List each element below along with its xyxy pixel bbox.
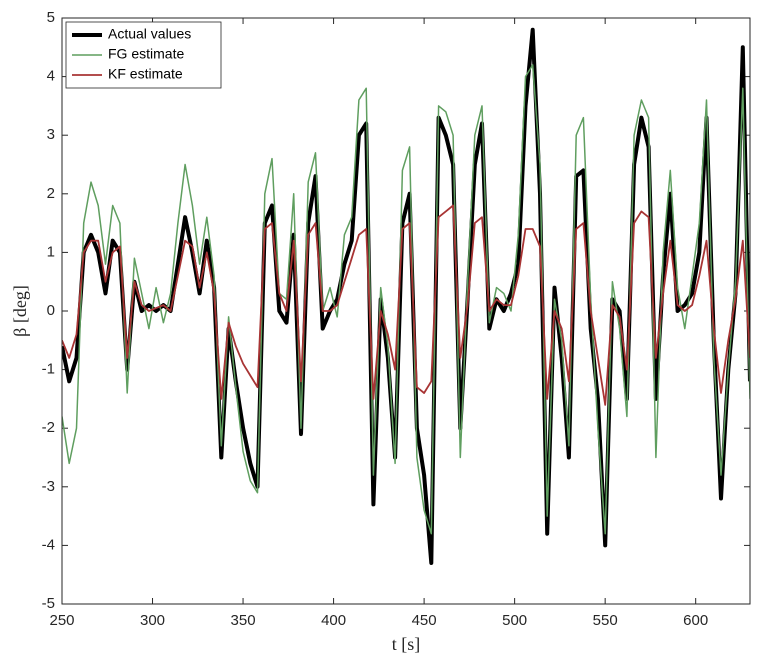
y-tick-label: 5 <box>47 9 55 26</box>
y-tick-label: 4 <box>47 68 55 85</box>
x-tick-label: 500 <box>502 612 527 629</box>
legend-label: Actual values <box>108 26 191 42</box>
y-tick-label: 0 <box>47 302 55 319</box>
line-series <box>62 64 750 535</box>
y-tick-label: -1 <box>42 361 55 378</box>
y-tick-label: 1 <box>47 243 55 260</box>
y-axis-label: β [deg] <box>10 285 30 337</box>
x-tick-label: 250 <box>49 612 74 629</box>
x-tick-label: 600 <box>683 612 708 629</box>
x-tick-label: 300 <box>140 612 165 629</box>
y-tick-label: 3 <box>47 126 55 143</box>
x-tick-label: 350 <box>231 612 256 629</box>
legend-label: KF estimate <box>108 66 183 82</box>
plot-area <box>62 18 750 604</box>
y-tick-label: -5 <box>42 595 55 612</box>
x-tick-label: 400 <box>321 612 346 629</box>
x-tick-label: 450 <box>412 612 437 629</box>
y-tick-label: -4 <box>42 536 55 553</box>
line-series <box>62 27 750 565</box>
y-tick-label: -2 <box>42 419 55 436</box>
legend-label: FG estimate <box>108 46 184 62</box>
x-axis-label: t [s] <box>392 634 421 654</box>
line-series <box>62 204 750 406</box>
plot-lines <box>62 27 750 565</box>
y-tick-label: -3 <box>42 478 55 495</box>
axes-box <box>61 17 751 605</box>
y-tick-label: 2 <box>47 185 55 202</box>
x-tick-label: 550 <box>593 612 618 629</box>
